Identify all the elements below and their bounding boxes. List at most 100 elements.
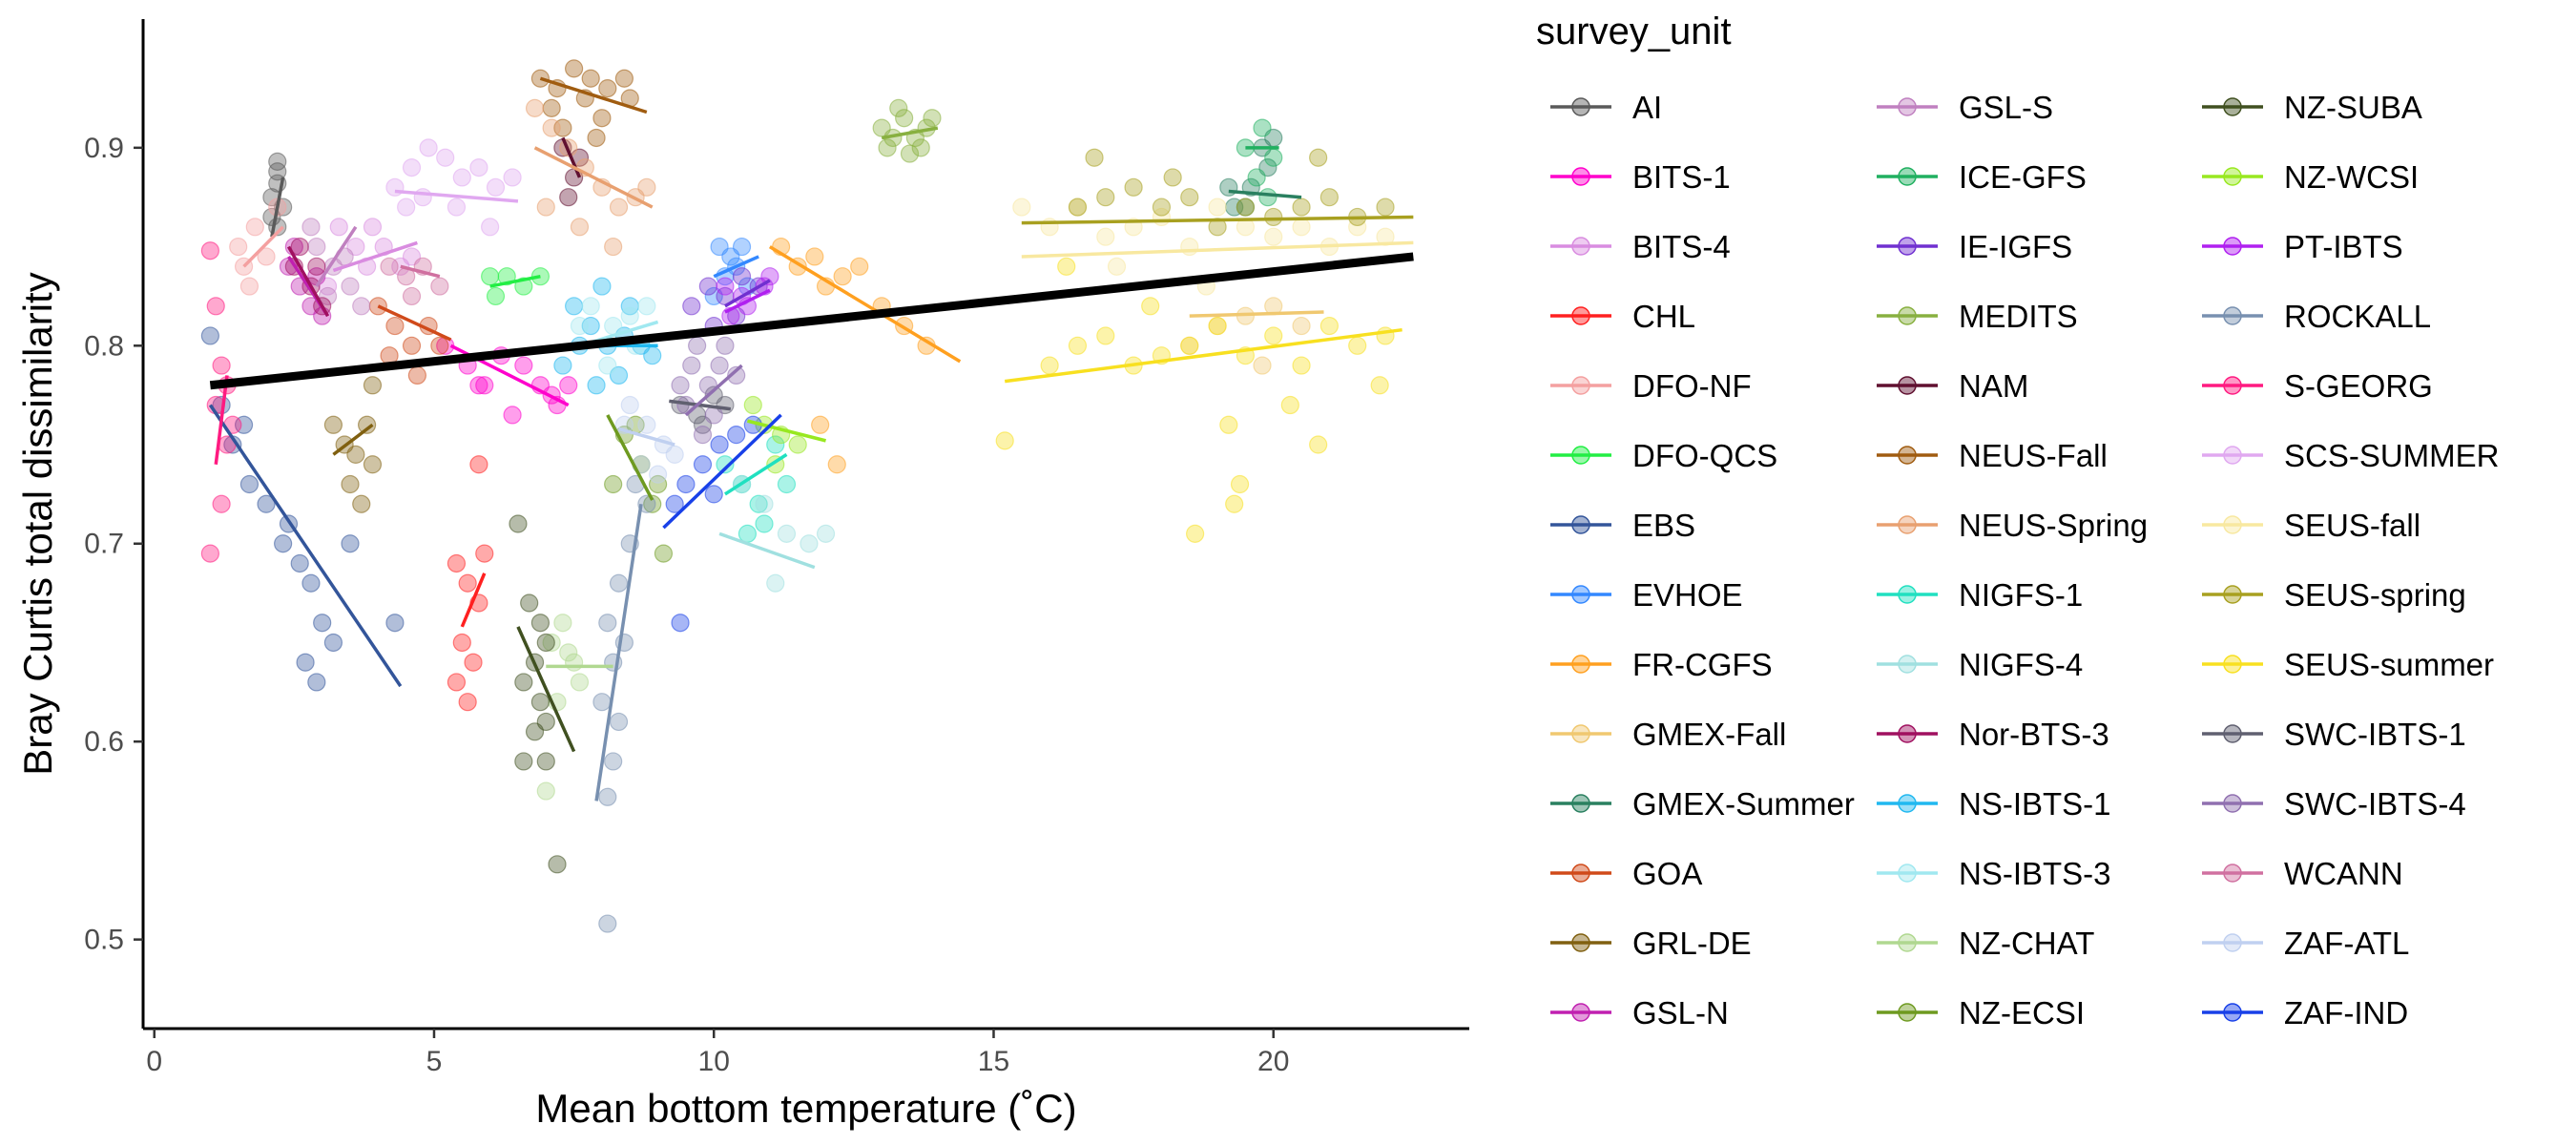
data-point [732, 267, 752, 286]
data-point [760, 267, 779, 286]
data-point [587, 128, 606, 148]
data-point [1068, 336, 1088, 355]
fit-line-rockall [594, 503, 643, 802]
data-point [878, 138, 897, 157]
data-point [1096, 326, 1115, 345]
data-point [352, 297, 371, 316]
fit-line-zaf-ind [662, 413, 782, 530]
legend-label: NIGFS-4 [1959, 647, 2083, 682]
data-point [693, 426, 713, 445]
legend-key-point [1571, 167, 1590, 186]
data-point [430, 277, 449, 296]
legend-item-nor-bts-3: Nor-BTS-3 [1877, 717, 2109, 752]
legend-item-scs-summer: SCS-SUMMER [2202, 438, 2500, 473]
legend-item-dfo-qcs: DFO-QCS [1550, 438, 1777, 473]
fit-line-medits [881, 126, 939, 140]
legend-item-nam: NAM [1877, 368, 2028, 404]
legend-item-s-georg: S-GEORG [2202, 368, 2433, 404]
data-point [604, 474, 623, 494]
fit-line-grl-de [332, 423, 374, 456]
data-point [1208, 316, 1227, 336]
data-point [200, 544, 219, 563]
fit-line-gmex-summer [1228, 189, 1302, 199]
x-axis-title: Mean bottom temperature (˚C) [535, 1086, 1076, 1131]
series-chl-points [447, 455, 494, 712]
data-point [559, 188, 578, 207]
legend-item-ns-ibts-1: NS-IBTS-1 [1877, 786, 2111, 822]
fit-line-pt-ibts [724, 288, 771, 314]
data-point [301, 218, 321, 237]
data-point [581, 69, 600, 88]
data-point [592, 109, 612, 128]
data-point [1309, 148, 1328, 167]
legend-key-point [1898, 167, 1917, 186]
legend-key-point [1571, 724, 1590, 743]
x-tick-label: 10 [698, 1046, 730, 1077]
data-point [239, 277, 260, 296]
data-point [542, 118, 561, 137]
legend-item-nz-chat: NZ-CHAT [1877, 926, 2094, 961]
fit-line-seus-summer [1004, 327, 1402, 384]
data-point [1141, 297, 1160, 316]
legend-title: survey_unit [1536, 10, 1732, 52]
data-point [514, 752, 533, 771]
data-point [447, 553, 467, 573]
legend-key-point [2223, 376, 2242, 395]
data-point [1319, 188, 1339, 207]
fit-line-nor-bts-3 [286, 245, 330, 318]
legend-item-nz-wcsi: NZ-WCSI [2202, 159, 2419, 195]
data-point [1264, 227, 1283, 246]
legend-item-grl-de: GRL-DE [1550, 926, 1752, 961]
data-point [486, 286, 506, 306]
data-point [900, 144, 920, 163]
legend-key-point [2223, 864, 2242, 883]
data-point [200, 326, 219, 345]
data-point [609, 712, 629, 732]
data-point [1292, 316, 1311, 336]
legend-item-gsl-n: GSL-N [1550, 995, 1729, 1030]
legend-key-point [1898, 864, 1917, 883]
axes: 0 5 10 15 20 0.5 0.6 0.7 0.8 0.9 [84, 19, 1469, 1077]
fit-line-ai [270, 177, 285, 238]
data-point [637, 297, 656, 316]
data-point [693, 455, 713, 474]
legend-item-ebs: EBS [1550, 508, 1695, 543]
series-rockall-points [592, 474, 656, 933]
data-point [710, 356, 729, 375]
series-ai-points [262, 152, 293, 237]
y-tick-label: 0.5 [84, 925, 124, 956]
legend-item-evhoe: EVHOE [1550, 577, 1743, 613]
data-point [530, 614, 551, 633]
legend-item-medits: MEDITS [1877, 299, 2078, 334]
legend-item-nz-ecsi: NZ-ECSI [1877, 995, 2085, 1030]
legend-item-neus-fall: NEUS-Fall [1877, 438, 2108, 473]
data-point [1163, 168, 1182, 187]
data-point [665, 494, 684, 513]
data-point [732, 237, 752, 257]
legend-key-point [2223, 1003, 2242, 1022]
data-point [1264, 148, 1283, 167]
data-point [570, 316, 590, 336]
data-point [598, 914, 617, 933]
data-point [1309, 435, 1328, 454]
legend-label: GMEX-Fall [1632, 717, 1786, 752]
legend-item-seus-summer: SEUS-summer [2202, 647, 2494, 682]
legend-item-gmex-fall: GMEX-Fall [1550, 717, 1786, 752]
legend-label: EVHOE [1632, 577, 1743, 613]
data-point [402, 286, 422, 306]
legend-label: SEUS-fall [2284, 508, 2420, 543]
data-point [682, 297, 701, 316]
legend-label: NS-IBTS-3 [1959, 856, 2111, 891]
data-point [469, 157, 488, 177]
data-point [1264, 207, 1283, 227]
data-point [464, 653, 483, 672]
legend-item-ai: AI [1550, 90, 1662, 125]
fit-line-ebs [208, 404, 403, 688]
overall-trend [209, 252, 1414, 390]
legend-key-point [1898, 933, 1917, 952]
data-point [380, 257, 399, 276]
data-point [788, 435, 807, 454]
data-point [1258, 188, 1278, 207]
data-point [257, 247, 276, 266]
legend-label: GOA [1632, 856, 1702, 891]
